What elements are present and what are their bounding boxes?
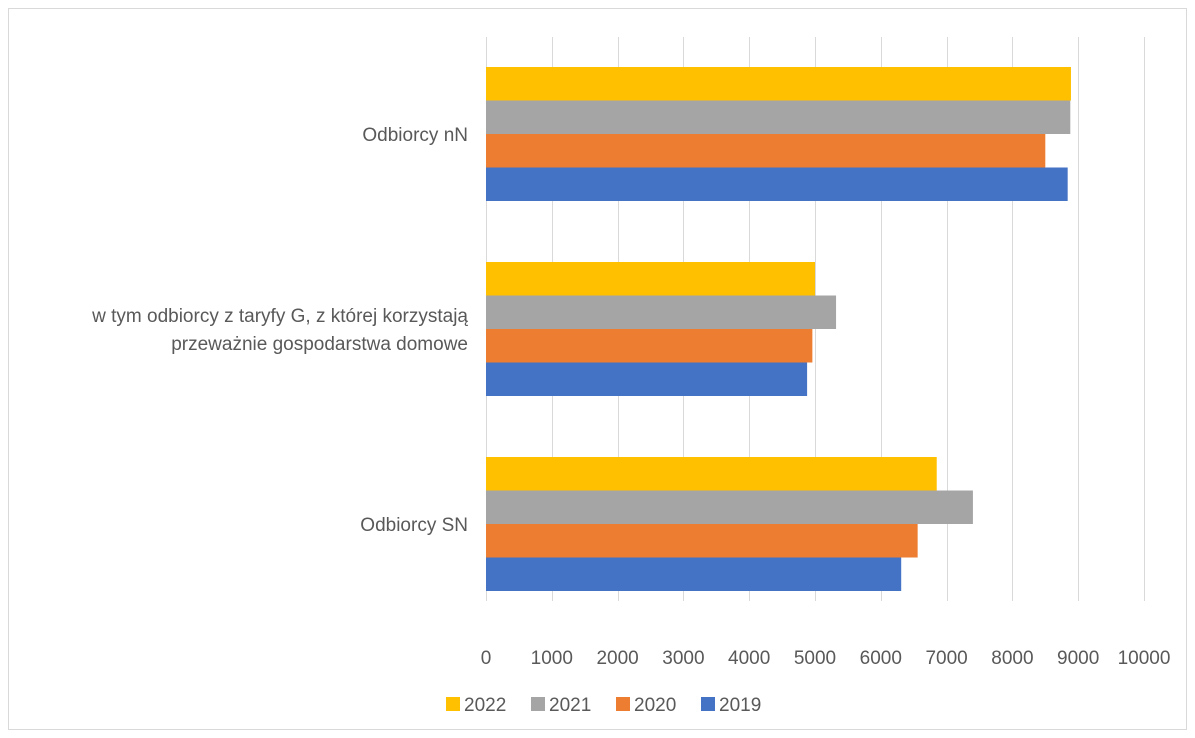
legend-label-2021: 2021 [549, 695, 591, 716]
x-axis-ticks: 0 1000 2000 3000 4000 5000 6000 7000 8000 9000 100… [481, 648, 1171, 669]
legend-label-2019: 2019 [719, 695, 761, 716]
legend-swatch-2020 [616, 697, 630, 711]
category-label-2: Odbiorcy SN [360, 515, 468, 536]
bar-2019-cat-0 [486, 167, 1068, 201]
x-tick-label-2000: 2000 [596, 648, 638, 669]
bar-2022-cat-2 [486, 457, 937, 491]
bar-2022-cat-1 [486, 262, 815, 296]
category-label-line: w tym odbiorcy z taryfy G, z której korz… [91, 306, 468, 327]
bar-2019-cat-2 [486, 557, 902, 591]
category-label-line: Odbiorcy nN [362, 125, 468, 146]
legend: 2022 2021 2020 2019 [446, 695, 761, 716]
x-tick-label-3000: 3000 [662, 648, 704, 669]
x-tick-label-7000: 7000 [925, 648, 967, 669]
bar-2021-cat-0 [486, 100, 1071, 134]
bar-2021-cat-1 [486, 295, 837, 329]
bar-2019-cat-1 [486, 362, 808, 396]
category-labels: Odbiorcy nN w tym odbiorcy z taryfy G, z … [91, 125, 468, 536]
bar-2021-cat-2 [486, 490, 973, 524]
x-tick-label-9000: 9000 [1057, 648, 1099, 669]
category-label-0: Odbiorcy nN [362, 125, 468, 146]
bars [486, 67, 1071, 591]
category-label-line: przeważnie gospodarstwa domowe [171, 334, 468, 355]
x-tick-label-5000: 5000 [794, 648, 836, 669]
x-tick-label-1000: 1000 [531, 648, 573, 669]
legend-swatch-2019 [701, 697, 715, 711]
bar-2020-cat-2 [486, 524, 918, 558]
legend-swatch-2022 [446, 697, 460, 711]
x-tick-label-4000: 4000 [728, 648, 770, 669]
category-label-1: w tym odbiorcy z taryfy G, z której korz… [91, 306, 468, 355]
x-tick-label-6000: 6000 [860, 648, 902, 669]
legend-label-2020: 2020 [634, 695, 676, 716]
bar-2022-cat-0 [486, 67, 1071, 101]
bar-2020-cat-1 [486, 329, 813, 363]
legend-swatch-2021 [531, 697, 545, 711]
x-tick-label-0: 0 [481, 648, 492, 669]
category-label-line: Odbiorcy SN [360, 515, 468, 536]
bar-2020-cat-0 [486, 134, 1046, 168]
x-tick-label-10000: 10000 [1118, 648, 1171, 669]
x-tick-label-8000: 8000 [991, 648, 1033, 669]
legend-label-2022: 2022 [464, 695, 506, 716]
